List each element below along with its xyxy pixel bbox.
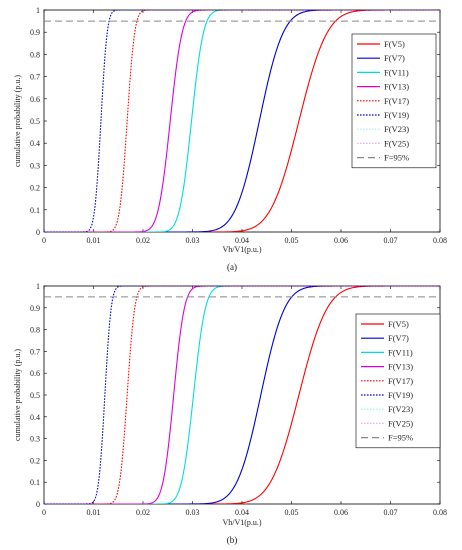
y-tick-label: 0.9	[30, 304, 40, 313]
y-tick-label: 0.8	[30, 326, 40, 335]
legend-label: F(V13)	[388, 362, 413, 372]
x-tick-label: 0.01	[87, 508, 101, 517]
x-tick-label: 0.06	[334, 236, 348, 245]
legend-label: F(V7)	[384, 53, 405, 63]
panel-caption: (a)	[227, 262, 237, 272]
legend-label: F(V13)	[384, 82, 409, 92]
y-tick-label: 0.7	[30, 73, 40, 82]
y-tick-label: 0.2	[30, 456, 40, 465]
x-axis-label: Vh/V1(p.u.)	[222, 518, 261, 527]
x-tick-label: 0.06	[334, 508, 348, 517]
x-axis-label: Vh/V1(p.u.)	[222, 245, 261, 254]
legend-label: F(V11)	[388, 347, 413, 357]
x-tick-label: 0.07	[384, 508, 398, 517]
y-tick-label: 0.3	[30, 161, 40, 170]
series-line	[44, 286, 440, 504]
legend-label: F(V19)	[384, 110, 409, 120]
x-tick-label: 0.03	[186, 236, 200, 245]
y-tick-label: 0	[36, 228, 40, 237]
y-tick-label: 1	[36, 282, 40, 291]
y-axis-label: cumulative probability (p.u.)	[13, 75, 22, 167]
legend-label: F(V11)	[384, 67, 409, 77]
legend-label: F(V23)	[384, 124, 409, 134]
y-tick-label: 0.5	[30, 391, 40, 400]
legend-label: F(V7)	[388, 333, 409, 343]
y-tick-label: 0.1	[30, 206, 40, 215]
legend-label: F(V17)	[384, 96, 409, 106]
y-tick-label: 0.6	[30, 369, 40, 378]
y-tick-label: 0.4	[30, 413, 40, 422]
y-tick-label: 0.3	[30, 435, 40, 444]
x-tick-label: 0	[42, 236, 46, 245]
x-tick-label: 0.07	[384, 236, 398, 245]
y-tick-label: 0.1	[30, 478, 40, 487]
y-tick-label: 0.7	[30, 347, 40, 356]
legend-label: F=95%	[388, 433, 413, 443]
x-tick-label: 0.01	[87, 236, 101, 245]
legend-label: F(V25)	[384, 138, 409, 148]
legend-label: F(V5)	[384, 39, 405, 49]
y-tick-label: 1	[36, 6, 40, 15]
panel-caption: (b)	[227, 535, 238, 545]
legend-label: F(V23)	[388, 404, 413, 414]
x-tick-label: 0	[42, 508, 46, 517]
x-tick-label: 0.04	[235, 236, 249, 245]
y-tick-label: 0.4	[30, 139, 40, 148]
y-tick-label: 0.5	[30, 117, 40, 126]
x-tick-label: 0.04	[235, 508, 249, 517]
y-tick-label: 0.9	[30, 28, 40, 37]
y-tick-label: 0.2	[30, 184, 40, 193]
x-tick-label: 0.02	[136, 508, 150, 517]
series-line	[44, 10, 440, 232]
legend-label: F(V5)	[388, 319, 409, 329]
series-line	[44, 286, 440, 504]
y-axis-label: cumulative probability (p.u.)	[13, 349, 22, 441]
y-tick-label: 0.6	[30, 95, 40, 104]
chart-panel-a: 0 0.01 0.02 0.03 0.04 0.05 0.06 0.07 0.08 0 0.1 0.2…	[13, 6, 447, 272]
series-line	[44, 10, 440, 232]
legend-label: F(V19)	[388, 390, 413, 400]
chart-panel-b: 0 0.01 0.02 0.03 0.04 0.05 0.06 0.07 0.08 0 0.1 0.2…	[13, 282, 447, 545]
y-tick-label: 0	[36, 500, 40, 509]
legend-label: F=95%	[384, 153, 409, 163]
x-tick-label: 0.08	[433, 236, 447, 245]
x-tick-label: 0.05	[285, 236, 299, 245]
legend-label: F(V25)	[388, 418, 413, 428]
y-tick-label: 0.8	[30, 50, 40, 59]
x-tick-label: 0.08	[433, 508, 447, 517]
x-tick-label: 0.05	[285, 508, 299, 517]
x-tick-label: 0.03	[186, 508, 200, 517]
legend-label: F(V17)	[388, 376, 413, 386]
x-tick-label: 0.02	[136, 236, 150, 245]
